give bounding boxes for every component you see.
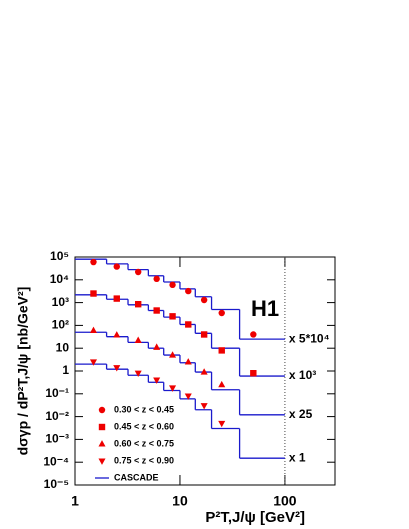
y-tick-label: 10⁻⁴: [43, 454, 69, 468]
data-point: [200, 403, 208, 410]
y-tick-label: 10³: [52, 295, 69, 309]
data-point: [250, 331, 257, 338]
annotation: H1: [251, 296, 279, 321]
x-tick-label: 100: [273, 493, 297, 509]
data-point: [134, 301, 142, 308]
data-point: [113, 331, 121, 338]
data-point: [184, 393, 192, 400]
x-tick-label: 10: [172, 493, 188, 509]
scale-factor: x 1: [289, 450, 306, 464]
scale-factor: x 5*10⁴: [289, 331, 330, 345]
data-point: [169, 281, 176, 289]
data-point: [113, 295, 120, 302]
data-point: [153, 377, 161, 384]
y-tick-label: 10⁻³: [45, 432, 69, 446]
legend-label: 0.45 < z < 0.60: [114, 421, 174, 431]
data-point: [218, 380, 226, 388]
y-tick-label: 10: [56, 340, 70, 354]
data-point: [89, 359, 98, 366]
legend-label: CASCADE: [114, 472, 159, 482]
y-tick-label: 1: [62, 363, 69, 377]
data-point: [113, 263, 120, 270]
legend-marker: [98, 440, 106, 447]
data-point: [169, 385, 177, 392]
data-point: [134, 268, 142, 276]
data-point: [250, 370, 257, 377]
data-point: [134, 336, 142, 343]
legend-label: 0.60 < z < 0.75: [114, 438, 174, 448]
data-point: [169, 313, 176, 320]
data-point: [90, 258, 97, 266]
data-point: [200, 331, 208, 338]
scale-factor: x 10³: [289, 368, 316, 382]
data-point: [153, 275, 160, 283]
data-point: [169, 351, 177, 358]
data-point: [185, 321, 192, 328]
y-tick-label: 10²: [52, 318, 69, 332]
legend-label: 0.75 < z < 0.90: [114, 455, 174, 465]
data-point: [153, 343, 161, 350]
y-tick-label: 10⁴: [50, 272, 69, 286]
data-point: [90, 290, 97, 297]
data-point: [184, 358, 192, 365]
data-point: [113, 365, 121, 372]
data-point: [153, 307, 160, 314]
y-tick-label: 10⁻⁵: [44, 477, 69, 491]
scale-factor: x 25: [289, 407, 313, 421]
legend-marker: [98, 423, 106, 431]
legend-label: 0.30 < z < 0.45: [114, 404, 174, 414]
data-point: [218, 420, 226, 428]
data-point: [134, 370, 142, 378]
data-point: [200, 368, 208, 375]
data-point: [218, 309, 225, 317]
data-point: [200, 296, 208, 304]
legend-marker: [98, 406, 106, 414]
y-axis-title: dσγp / dP²T,J/ψ [nb/GeV²]: [15, 287, 31, 456]
y-tick-label: 10⁻²: [45, 409, 69, 423]
x-axis-title: P²T,J/ψ [GeV²]: [205, 509, 305, 526]
y-tick-label: 10⁻¹: [45, 386, 69, 400]
y-tick-label: 10⁵: [50, 249, 69, 263]
data-point: [218, 347, 225, 354]
data-point: [89, 326, 98, 334]
legend-marker: [98, 458, 106, 465]
x-tick-label: 1: [71, 493, 79, 509]
data-point: [185, 287, 192, 295]
